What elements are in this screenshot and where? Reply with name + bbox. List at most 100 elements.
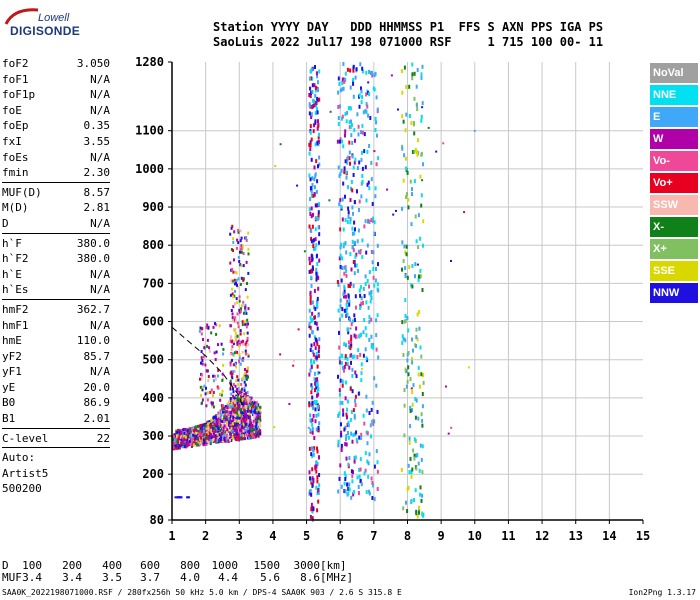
echo-pixel (310, 69, 312, 74)
echo-pixel (232, 387, 234, 391)
echo-pixel (348, 456, 351, 461)
echo-pixel (364, 326, 367, 331)
echo-pixel (401, 334, 404, 339)
echo-pixel (215, 429, 218, 433)
echo-pixel (377, 262, 379, 267)
echo-pixel (235, 411, 238, 414)
echo-pixel (416, 150, 418, 155)
echo-pixel (314, 377, 317, 382)
echo-pixel (221, 378, 224, 382)
echo-pixel (418, 468, 421, 473)
echo-pixel (212, 391, 215, 394)
echo-pixel (190, 432, 193, 436)
echo-pixel (229, 418, 232, 422)
echo-pixel (237, 230, 240, 234)
echo-pixel (247, 399, 250, 403)
echo-pixel (313, 191, 316, 196)
echo-pixel (419, 492, 422, 497)
echo-pixel (376, 243, 379, 248)
echo-pixel (229, 405, 232, 409)
echo-pixel (349, 281, 352, 286)
echo-pixel (403, 65, 406, 70)
echo-pixel (213, 423, 216, 427)
echo-pixel (198, 435, 200, 439)
echo-pixel (246, 295, 249, 299)
echo-pixel (246, 338, 249, 342)
echo-pixel (310, 502, 313, 507)
echo-pixel (316, 126, 319, 131)
echo-pixel (361, 255, 364, 260)
echo-pixel (312, 405, 315, 410)
echo-pixel (186, 438, 189, 442)
param-separator (2, 447, 110, 449)
echo-pixel (229, 397, 232, 400)
echo-pixel (351, 474, 354, 479)
echo-pixel (194, 439, 197, 443)
echo-pixel (206, 369, 209, 373)
echo-pixel (314, 111, 317, 115)
echo-pixel (231, 312, 234, 316)
echo-pixel (310, 361, 313, 365)
distance-value: 1000 (211, 559, 239, 572)
echo-pixel (404, 338, 407, 343)
echo-pixel (373, 150, 376, 153)
echo-pixel (413, 437, 416, 442)
echo-pixel (310, 383, 313, 388)
echo-pixel (310, 253, 313, 258)
echo-pixel (314, 203, 317, 208)
echo-pixel (235, 319, 237, 323)
echo-pixel (376, 460, 379, 465)
echo-pixel (412, 383, 415, 388)
echo-pixel (337, 104, 340, 109)
echo-pixel (359, 62, 362, 67)
echo-pixel (316, 262, 319, 266)
echo-pixel (368, 489, 371, 494)
echo-pixel (344, 354, 347, 359)
echo-pixel (244, 305, 247, 309)
echo-pixel (243, 415, 246, 419)
echo-pixel (415, 103, 418, 108)
parameter-panel: foF2 3.050 foF1 N/A foF1p N/A foE N/A foEp 0.35 fx… (2, 56, 110, 497)
echo-pixel (336, 280, 339, 284)
echo-pixel (229, 415, 232, 419)
echo-pixel (315, 159, 318, 164)
echo-pixel (345, 442, 348, 447)
echo-pixel (233, 418, 236, 422)
echo-pixel (256, 403, 258, 407)
echo-pixel (210, 404, 213, 408)
echo-pixel (310, 343, 313, 348)
echo-pixel (344, 489, 347, 494)
echo-pixel (355, 326, 358, 331)
echo-pixel (347, 106, 350, 111)
echo-pixel (368, 452, 371, 457)
param-name: hmE (2, 334, 22, 348)
echo-pixel (257, 425, 259, 429)
echo-pixel (352, 408, 355, 413)
echo-pixel (348, 302, 351, 307)
echo-pixel (237, 339, 240, 343)
echo-pixel (315, 267, 318, 272)
echo-pixel (360, 332, 363, 337)
echo-pixel (238, 391, 241, 394)
echo-pixel (404, 266, 407, 271)
echo-pixel (338, 81, 341, 86)
param-name: fmin (2, 166, 29, 180)
echo-pixel (211, 438, 214, 442)
echo-pixel (373, 376, 376, 381)
echo-pixel (239, 415, 242, 419)
echo-pixel (205, 326, 208, 330)
echo-pixel (371, 73, 374, 78)
echo-pixel (245, 236, 248, 239)
echo-pixel (343, 271, 346, 276)
echo-pixel (416, 107, 419, 112)
muf-value: 8.6 (300, 571, 320, 584)
distance-value: 800 (180, 559, 200, 572)
echo-pixel (252, 427, 255, 431)
param-value: N/A (90, 283, 110, 297)
echo-pixel (230, 248, 233, 251)
param-row: C-level 22 (2, 431, 110, 447)
echo-pixel (215, 350, 218, 354)
echo-pixel (348, 365, 351, 370)
echo-pixel (245, 260, 248, 264)
echo-pixel (315, 382, 318, 387)
